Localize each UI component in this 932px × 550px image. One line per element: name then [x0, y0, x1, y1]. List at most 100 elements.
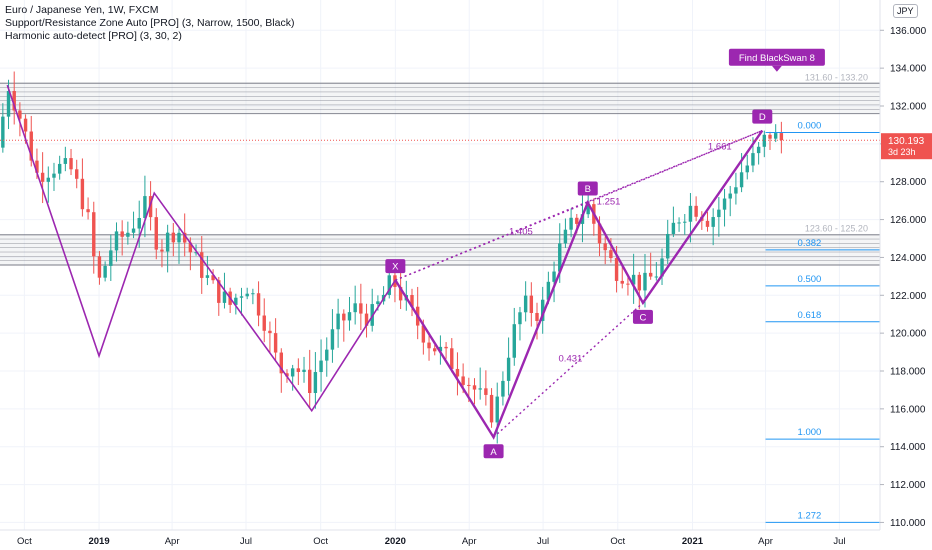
candle-body: [717, 209, 721, 218]
candle-body: [279, 352, 283, 374]
y-tick-label: 134.000: [890, 64, 927, 75]
candle-body: [433, 348, 437, 352]
candle-body: [63, 158, 68, 164]
pattern-ratio-label: 0.431: [559, 354, 583, 365]
fib-level-label: 1.000: [798, 427, 822, 438]
candle-body: [325, 349, 329, 361]
candle-body: [154, 217, 158, 250]
fib-level-label: 0.618: [798, 310, 822, 321]
candle-body: [603, 243, 607, 251]
sr-zone: [0, 83, 880, 114]
candle-body: [688, 205, 693, 222]
candle-body: [677, 222, 681, 224]
candle-body: [143, 196, 147, 219]
countdown-label: 3d 23h: [888, 147, 916, 157]
candle-body: [558, 243, 562, 272]
candle-body: [92, 212, 96, 257]
candle-body: [478, 388, 482, 390]
candle-body: [40, 172, 45, 182]
candle-body: [631, 274, 636, 285]
candle-body: [563, 229, 568, 244]
candle-body: [779, 133, 784, 141]
candle-body: [182, 232, 187, 243]
candle-body: [296, 368, 301, 372]
sr-zone: [0, 234, 880, 265]
candle-body: [552, 271, 556, 282]
candle-body: [654, 276, 659, 278]
pattern-point-label: B: [585, 184, 591, 195]
candle-body: [609, 250, 613, 259]
candle-body: [472, 385, 477, 390]
candle-body: [290, 368, 295, 377]
candle-body: [518, 312, 522, 325]
candle-body: [762, 134, 767, 147]
candle-body: [461, 376, 465, 385]
candle-body: [347, 312, 352, 321]
y-tick-label: 110.000: [890, 518, 926, 529]
candle-body: [57, 163, 62, 174]
candle-body: [745, 165, 749, 173]
candle-body: [728, 193, 732, 199]
candle-body: [211, 275, 215, 281]
pattern-ratio-line: [587, 129, 763, 204]
candle-body: [660, 258, 664, 277]
chart-legend: Euro / Japanese Yen, 1W, FXCM Support/Re…: [5, 4, 294, 43]
indicator-harmonic[interactable]: Harmonic auto-detect [PRO] (3, 30, 2): [5, 30, 182, 42]
candle-body: [376, 301, 380, 305]
candle-body: [1, 116, 5, 148]
candle-body: [569, 217, 573, 230]
candle-body: [222, 291, 227, 303]
candle-body: [239, 296, 244, 298]
y-tick-label: 118.000: [890, 367, 926, 378]
x-tick-label: 2021: [682, 536, 704, 547]
candle-body: [12, 90, 16, 111]
candle-body: [535, 312, 539, 321]
x-tick-label: Apr: [758, 536, 773, 547]
candle-body: [387, 275, 391, 295]
currency-badge[interactable]: JPY: [893, 4, 918, 18]
candle-body: [308, 369, 312, 394]
candle-body: [398, 286, 403, 301]
candle-body: [97, 256, 102, 278]
candle-body: [46, 177, 51, 182]
candle-body: [188, 242, 193, 253]
x-tick-label: Oct: [17, 536, 32, 547]
pattern-main-line: [394, 129, 764, 440]
candle-body: [114, 231, 119, 251]
candle-body: [410, 295, 414, 307]
candle-body: [637, 274, 642, 291]
fib-level-label: 0.500: [798, 274, 822, 285]
candle-body: [313, 372, 318, 394]
candle-body: [137, 218, 141, 229]
indicator-support-resistance[interactable]: Support/Resistance Zone Auto [PRO] (3, N…: [5, 17, 295, 29]
candle-body: [273, 333, 278, 353]
candle-body: [336, 313, 340, 330]
candle-body: [200, 252, 204, 278]
pattern-point-badge: [632, 309, 653, 324]
x-tick-label: Jul: [537, 536, 549, 547]
candle-body: [160, 249, 164, 252]
candle-body: [489, 394, 494, 423]
y-tick-label: 114.000: [890, 442, 926, 453]
candle-body: [512, 324, 516, 358]
candle-body: [171, 232, 176, 243]
pattern-point-badge: [577, 181, 598, 196]
candle-body: [103, 265, 107, 278]
candle-body: [643, 272, 647, 291]
candle-body: [18, 110, 22, 119]
candle-body: [256, 293, 261, 316]
candle-body: [330, 329, 335, 350]
pattern-ratio-label: 1.405: [509, 227, 533, 238]
candle-body: [626, 283, 630, 285]
candle-body: [148, 196, 153, 218]
candle-body: [768, 134, 772, 139]
candle-body: [319, 360, 323, 373]
x-tick-label: 2020: [385, 536, 406, 547]
y-tick-label: 124.000: [890, 253, 927, 264]
candle-body: [421, 325, 426, 343]
pattern-point-badge: [385, 259, 406, 274]
candle-body: [694, 205, 698, 217]
y-tick-label: 122.000: [890, 291, 927, 302]
candle-body: [52, 173, 56, 178]
